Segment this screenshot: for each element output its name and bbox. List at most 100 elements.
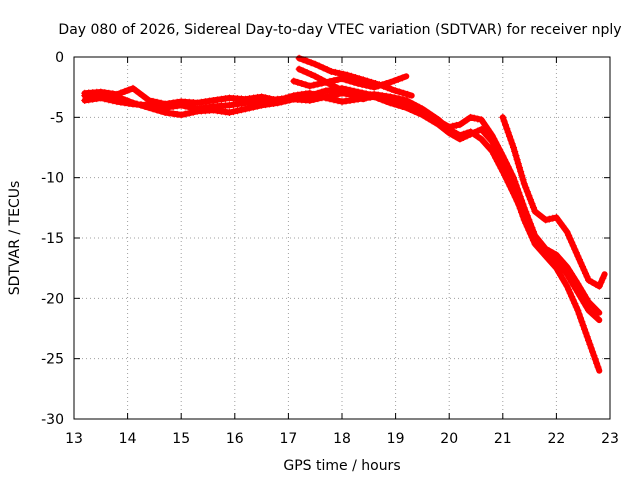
data-point-marker	[221, 95, 229, 103]
data-point-marker	[318, 76, 326, 84]
data-point-marker	[594, 363, 602, 371]
data-point-marker	[583, 273, 591, 281]
data-point-marker	[321, 77, 329, 85]
data-point-marker	[582, 294, 590, 302]
data-point-marker	[565, 286, 573, 294]
data-point-marker	[109, 97, 117, 105]
data-point-marker	[157, 99, 165, 107]
data-point-marker	[520, 180, 528, 188]
data-point-marker	[105, 96, 113, 104]
data-point-marker	[169, 99, 177, 107]
data-point-marker	[568, 293, 576, 301]
data-point-marker	[545, 247, 553, 255]
data-point-marker	[105, 89, 113, 97]
data-point-marker	[583, 333, 591, 341]
data-point-marker	[497, 156, 505, 164]
data-point-marker	[274, 96, 282, 104]
data-point-marker	[569, 242, 577, 250]
data-point-marker	[591, 355, 599, 363]
x-tick-label: 16	[226, 431, 244, 447]
data-point-marker	[555, 268, 563, 276]
series-track-7	[499, 113, 608, 290]
data-point-marker	[515, 164, 523, 172]
y-tick-label: -10	[41, 171, 64, 187]
grid-lines	[74, 57, 610, 419]
data-point-marker	[549, 249, 557, 257]
data-point-marker	[459, 133, 467, 141]
data-point-marker	[295, 65, 303, 73]
data-point-marker	[585, 276, 593, 284]
data-point-marker	[463, 132, 471, 140]
data-point-marker	[520, 216, 528, 224]
data-point-marker	[542, 216, 550, 224]
data-point-marker	[310, 90, 318, 98]
data-point-marker	[311, 60, 319, 68]
data-point-marker	[366, 93, 374, 101]
data-point-marker	[574, 306, 582, 314]
data-point-marker	[519, 212, 527, 220]
data-point-marker	[512, 193, 520, 201]
data-point-marker	[522, 219, 530, 227]
data-point-marker	[185, 109, 193, 117]
data-point-marker	[590, 352, 598, 360]
data-point-marker	[459, 118, 467, 126]
data-point-marker	[582, 329, 590, 337]
data-point-marker	[173, 110, 181, 118]
data-point-marker	[449, 131, 457, 139]
data-point-marker	[492, 145, 500, 153]
y-tick-label: 0	[55, 50, 64, 66]
x-tick-label: 18	[333, 431, 351, 447]
data-point-marker	[512, 152, 520, 160]
data-point-marker	[467, 113, 475, 121]
x-tick-labels: 13 14 15 16 17 18 19 20 21 22 23	[65, 431, 619, 447]
data-point-marker	[386, 78, 394, 86]
data-point-marker	[452, 133, 460, 141]
data-point-marker	[575, 256, 583, 264]
data-point-marker	[438, 123, 446, 131]
data-point-marker	[217, 95, 225, 103]
data-point-marker	[319, 64, 327, 72]
data-point-marker	[531, 207, 539, 215]
data-point-marker	[323, 66, 331, 74]
data-point-marker	[406, 105, 414, 113]
data-point-marker	[254, 93, 262, 101]
data-point-marker	[306, 82, 314, 90]
data-point-marker	[510, 186, 518, 194]
data-point-marker	[355, 75, 363, 83]
data-point-marker	[568, 238, 576, 246]
data-point-marker	[597, 278, 605, 286]
data-point-marker	[593, 306, 601, 314]
data-point-marker	[503, 171, 511, 179]
x-tick-label: 23	[601, 431, 619, 447]
data-point-marker	[351, 74, 359, 82]
x-tick-label: 15	[172, 431, 190, 447]
data-point-marker	[282, 94, 290, 102]
data-point-marker	[582, 303, 590, 311]
data-point-marker	[456, 121, 464, 129]
data-point-marker	[581, 269, 589, 277]
data-point-marker	[294, 78, 302, 86]
data-point-marker	[449, 122, 457, 130]
data-point-marker	[390, 77, 398, 85]
data-point-marker	[97, 88, 105, 96]
series-track-3	[81, 84, 603, 374]
data-point-marker	[322, 87, 330, 95]
data-point-marker	[380, 82, 388, 90]
data-point-marker	[165, 109, 173, 117]
x-tick-label: 17	[279, 431, 297, 447]
data-point-marker	[578, 318, 586, 326]
data-point-marker	[519, 176, 527, 184]
data-point-marker	[577, 314, 585, 322]
data-point-marker	[355, 94, 363, 102]
data-point-marker	[382, 97, 390, 105]
data-point-marker	[233, 107, 241, 115]
y-axis-label: SDTVAR / TECUs	[7, 181, 23, 296]
data-point-marker	[557, 271, 565, 279]
data-point-marker	[528, 233, 536, 241]
x-tick-label: 19	[387, 431, 405, 447]
data-point-marker	[340, 88, 348, 96]
data-point-marker	[101, 95, 109, 103]
data-point-marker	[101, 89, 109, 97]
data-point-marker	[370, 93, 378, 101]
